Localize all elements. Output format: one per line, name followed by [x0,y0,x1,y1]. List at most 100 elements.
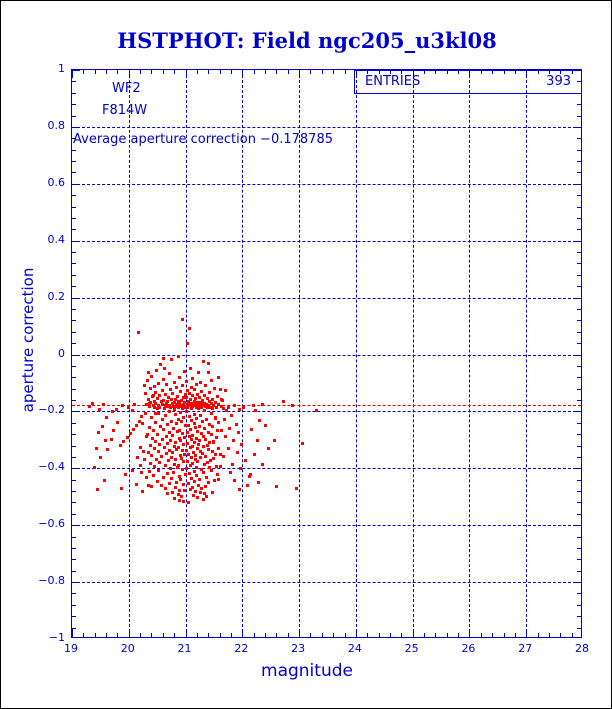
scatter-point [184,467,188,471]
scatter-point [221,399,225,403]
x-axis-tick-minor [196,633,198,637]
gridline-horizontal [72,297,581,299]
scatter-point [226,447,230,451]
y-axis-tick-minor [577,206,581,208]
x-axis-tick-minor [117,633,119,637]
scatter-point [224,389,228,393]
scatter-point [180,399,183,403]
scatter-point [139,470,143,474]
scatter-point [167,409,171,413]
scatter-point [236,430,240,434]
scatter-point [199,468,203,472]
scatter-point [202,445,206,449]
x-axis-tick-minor [140,70,142,74]
scatter-point [256,438,260,442]
scatter-point [166,459,170,463]
scatter-point [191,494,195,498]
y-tick-label: 0.6 [47,175,66,189]
scatter-point [195,401,199,405]
y-axis-tick-minor [577,263,581,265]
scatter-point [148,402,152,406]
scatter-point [189,406,193,410]
x-axis-tick-minor [230,633,232,637]
x-axis-tick-minor [367,633,369,637]
scatter-point [159,363,162,367]
scatter-point [180,420,183,424]
scatter-point [170,358,174,362]
x-axis-tick-minor [151,70,153,74]
y-axis-tick-minor [577,104,581,106]
scatter-point [258,418,262,422]
scatter-point [215,395,219,399]
y-axis-tick-major [573,354,581,356]
scatter-point [165,383,169,387]
scatter-point [143,391,147,395]
scatter-point [136,331,140,335]
scatter-point [187,452,191,456]
scatter-point [201,360,205,364]
scatter-point [144,476,148,480]
scatter-point [187,326,191,330]
scatter-point [222,406,226,410]
scatter-point [189,476,193,480]
scatter-point [96,430,100,434]
y-axis-tick-minor [72,149,76,151]
x-axis-tick-minor [174,70,176,74]
scatter-point [147,469,151,473]
x-axis-tick-major [355,629,357,637]
scatter-point [173,397,177,401]
scatter-point [154,402,158,406]
scatter-point [141,422,145,426]
scatter-point [147,405,151,409]
scatter-point [222,455,226,459]
x-axis-tick-minor [537,70,539,74]
y-axis-tick-minor [72,206,76,208]
scatter-point [162,406,166,410]
x-axis-tick-minor [83,70,85,74]
scatter-point [211,403,215,407]
scatter-point [190,444,194,448]
scatter-point [194,474,198,478]
gridline-horizontal [72,582,581,584]
scatter-point [203,404,207,408]
x-axis-tick-major [469,70,471,78]
scatter-point [180,449,184,453]
scatter-point [177,446,181,450]
scatter-point [162,427,166,431]
scatter-point [153,465,157,469]
scatter-point [206,481,210,485]
y-axis-tick-minor [577,308,581,310]
scatter-point [199,381,203,385]
x-axis-tick-minor [446,633,448,637]
scatter-point [185,396,189,400]
scatter-point [160,388,164,392]
scatter-point [122,440,126,444]
scatter-point [182,499,186,503]
x-axis-tick-minor [401,70,403,74]
scatter-point [99,455,103,459]
x-axis-tick-minor [548,633,550,637]
x-axis-tick-major [242,629,244,637]
scatter-point [208,458,212,462]
scatter-point [168,387,172,391]
entries-value: 393 [546,74,571,89]
scatter-point [186,400,190,404]
x-axis-tick-minor [106,633,108,637]
scatter-point [191,405,195,409]
y-axis-tick-minor [72,456,76,458]
y-axis-tick-minor [72,195,76,197]
scatter-point [95,487,99,491]
y-axis-tick-minor [72,445,76,447]
scatter-point [192,470,196,474]
scatter-point [158,405,162,409]
scatter-point [204,418,208,422]
y-axis-tick-minor [577,229,581,231]
scatter-point [137,419,141,423]
scatter-point [148,387,152,391]
scatter-point [239,467,243,471]
scatter-point [291,403,295,407]
scatter-point [186,423,190,427]
scatter-point [235,451,239,455]
scatter-point [183,472,187,476]
